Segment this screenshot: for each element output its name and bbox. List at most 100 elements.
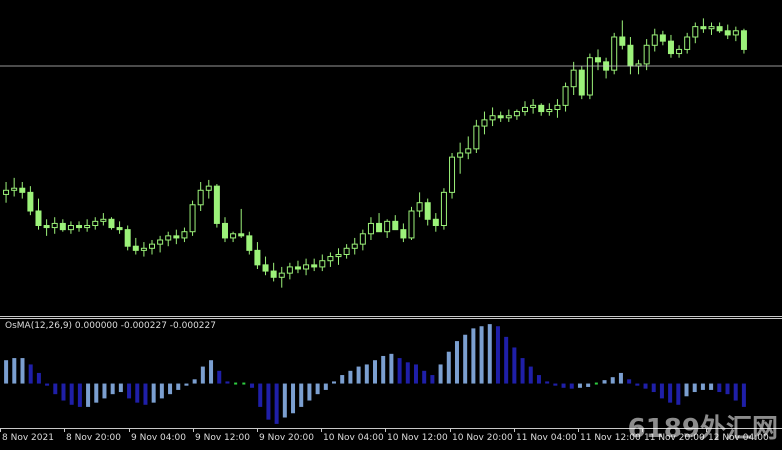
time-tick-label: 11 Nov 04:00: [516, 433, 577, 443]
candle-body-bull: [440, 191, 447, 227]
osma-bar: [479, 326, 484, 384]
candle-body-bear: [619, 36, 626, 46]
candle-body-bull: [230, 233, 237, 239]
osma-bar: [545, 381, 550, 384]
candle: [51, 217, 58, 234]
osma-bar: [438, 364, 443, 384]
candle-body-bull: [586, 57, 593, 96]
candle: [327, 252, 334, 267]
candle: [92, 217, 99, 230]
osma-bar: [200, 366, 205, 384]
price-candles: [3, 18, 747, 288]
candle: [11, 177, 18, 197]
candle: [351, 237, 358, 255]
candle-body-bull: [481, 119, 488, 127]
osma-bar: [274, 383, 279, 424]
candle-body-bull: [92, 220, 99, 227]
osma-bar: [446, 351, 451, 384]
candle-body-bear: [76, 225, 83, 229]
candle-body-bull: [505, 115, 512, 119]
candle: [392, 215, 399, 231]
candle-body-bull: [11, 187, 18, 191]
candle-body-bull: [149, 243, 156, 249]
candle-body-bear: [238, 233, 245, 237]
candle: [343, 244, 350, 259]
candle-body-bear: [716, 26, 723, 32]
osma-bar: [643, 383, 648, 389]
candle: [108, 217, 115, 230]
candle: [546, 103, 553, 116]
osma-bar: [356, 366, 361, 384]
candle-body-bear: [213, 185, 220, 224]
candle-body-bear: [27, 191, 34, 212]
candle: [278, 266, 285, 288]
osma-zero-marker: [234, 382, 238, 385]
osma-bar: [340, 375, 345, 384]
osma-bar: [717, 383, 722, 393]
candle: [562, 82, 569, 112]
candle-body-bear: [311, 264, 318, 268]
candle-body-bull: [367, 222, 374, 235]
candle-body-bear: [432, 218, 439, 227]
candle-body-bull: [157, 239, 164, 245]
candle-body-bull: [359, 233, 366, 245]
candle-body-bull: [100, 218, 107, 222]
osma-bar: [569, 383, 574, 389]
candle: [197, 182, 204, 211]
candle-body-bull: [140, 247, 147, 251]
osma-bar: [504, 336, 509, 384]
osma-bar: [709, 383, 714, 390]
candle: [676, 45, 683, 58]
candle: [530, 99, 537, 114]
candle: [205, 179, 212, 199]
candle: [132, 237, 139, 255]
osma-bar: [217, 370, 222, 384]
candle: [303, 258, 310, 276]
osma-bar: [151, 383, 156, 403]
candle-body-bull: [278, 272, 285, 278]
osma-bar: [536, 375, 541, 384]
osma-bar: [725, 383, 730, 395]
osma-bar: [373, 360, 377, 384]
candle-body-bull: [327, 256, 334, 262]
candle: [643, 39, 650, 71]
candle-body-bear: [108, 218, 115, 229]
candle-body-bull: [522, 106, 529, 113]
osma-bar: [668, 383, 673, 403]
candle: [619, 20, 626, 50]
candle: [740, 28, 747, 54]
candle: [100, 213, 107, 226]
candle: [157, 235, 164, 253]
candle-body-bull: [384, 220, 391, 233]
candle-body-bull: [351, 243, 358, 249]
candle-body-bull: [465, 148, 472, 154]
time-tick-label: 11 Nov 12:00: [580, 433, 641, 443]
candle: [124, 225, 131, 251]
candle: [578, 66, 585, 100]
candle-body-bear: [376, 222, 383, 233]
osma-bar: [618, 372, 623, 384]
time-tick-label: 10 Nov 12:00: [387, 433, 448, 443]
candle-body-bear: [700, 26, 707, 30]
time-tick-label: 9 Nov 04:00: [131, 433, 186, 443]
candle-body-bull: [303, 264, 310, 270]
candle-body-bull: [651, 34, 658, 46]
candle-body-bear: [400, 229, 407, 239]
osma-bar: [495, 326, 500, 384]
candle: [416, 192, 423, 218]
candle: [708, 22, 715, 35]
candle: [335, 248, 342, 265]
osma-bar: [282, 383, 287, 418]
osma-bar: [520, 358, 525, 384]
candle: [513, 109, 520, 120]
candle: [59, 219, 66, 232]
candle: [286, 262, 293, 280]
candle-body-bear: [173, 235, 180, 239]
osma-bar: [225, 381, 230, 384]
candle: [213, 184, 220, 228]
candle: [76, 221, 83, 232]
candle-body-bear: [43, 225, 50, 229]
candle: [449, 153, 456, 199]
